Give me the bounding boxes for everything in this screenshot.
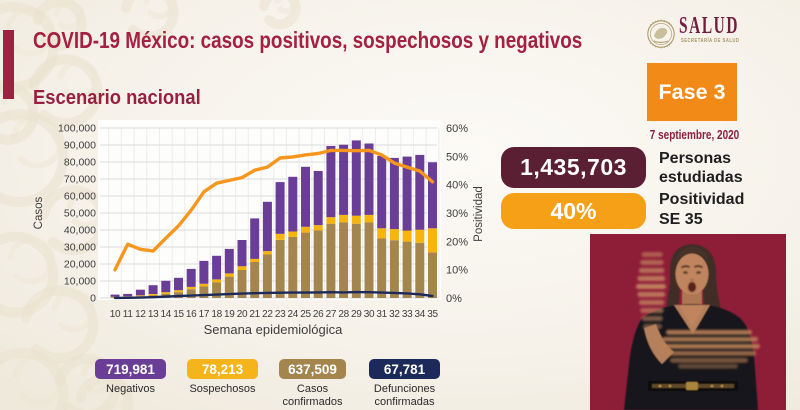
svg-text:30: 30 (364, 309, 375, 320)
svg-text:30,000: 30,000 (64, 242, 96, 254)
svg-text:80,000: 80,000 (64, 157, 96, 169)
svg-text:0: 0 (90, 293, 96, 305)
svg-text:20%: 20% (446, 236, 468, 248)
svg-text:16: 16 (186, 309, 197, 320)
svg-text:20: 20 (237, 309, 248, 320)
svg-text:10%: 10% (446, 265, 468, 277)
svg-text:0%: 0% (446, 293, 462, 305)
svg-text:27: 27 (326, 309, 337, 320)
svg-text:21: 21 (249, 309, 260, 320)
svg-text:14: 14 (161, 309, 172, 320)
svg-text:11: 11 (123, 309, 134, 320)
svg-text:22: 22 (262, 309, 273, 320)
svg-text:29: 29 (351, 309, 362, 320)
svg-text:30%: 30% (446, 208, 468, 220)
svg-text:33: 33 (402, 309, 413, 320)
svg-text:34: 34 (415, 309, 426, 320)
svg-text:31: 31 (376, 309, 387, 320)
svg-text:32: 32 (389, 309, 400, 320)
svg-text:Positividad: Positividad (473, 186, 485, 242)
svg-text:50%: 50% (446, 151, 468, 163)
svg-text:25: 25 (300, 309, 311, 320)
svg-text:Casos: Casos (33, 196, 45, 229)
svg-text:26: 26 (313, 309, 324, 320)
svg-text:28: 28 (338, 309, 349, 320)
svg-text:17: 17 (199, 309, 210, 320)
svg-text:90,000: 90,000 (64, 140, 96, 152)
svg-text:12: 12 (135, 309, 146, 320)
svg-text:19: 19 (224, 309, 235, 320)
svg-text:13: 13 (148, 309, 159, 320)
svg-text:40%: 40% (446, 180, 468, 192)
svg-text:100,000: 100,000 (58, 123, 96, 135)
svg-text:20,000: 20,000 (64, 259, 96, 271)
svg-text:40,000: 40,000 (64, 225, 96, 237)
svg-text:18: 18 (211, 309, 222, 320)
svg-text:70,000: 70,000 (64, 174, 96, 186)
svg-text:60%: 60% (446, 123, 468, 135)
svg-text:35: 35 (427, 309, 438, 320)
svg-text:23: 23 (275, 309, 286, 320)
svg-text:15: 15 (173, 309, 184, 320)
svg-text:24: 24 (288, 309, 299, 320)
svg-text:Semana epidemiológica: Semana epidemiológica (204, 322, 344, 337)
svg-text:10,000: 10,000 (64, 276, 96, 288)
svg-text:50,000: 50,000 (64, 208, 96, 220)
svg-text:10: 10 (110, 309, 121, 320)
svg-text:60,000: 60,000 (64, 191, 96, 203)
